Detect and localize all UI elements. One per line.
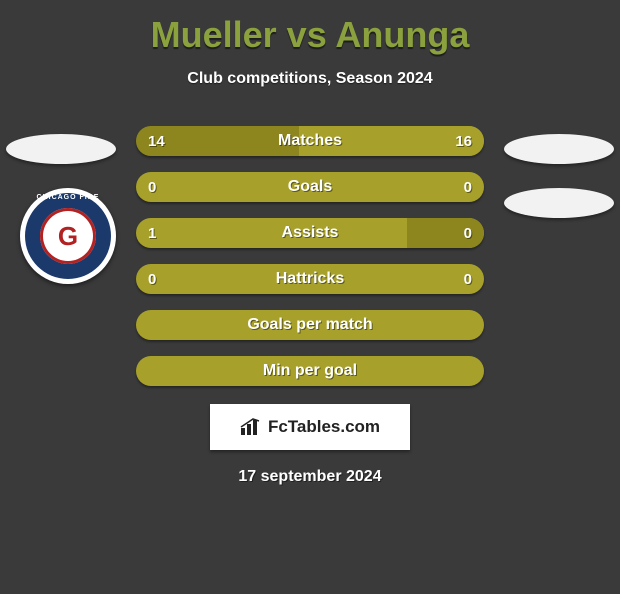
stat-label: Assists: [136, 218, 484, 248]
stat-value-left: 1: [148, 218, 156, 248]
subtitle: Club competitions, Season 2024: [0, 70, 620, 88]
player2-placeholder-icon: [504, 134, 614, 164]
player2-name: Anunga: [335, 14, 469, 55]
stat-label: Goals: [136, 172, 484, 202]
stat-value-right: 16: [455, 126, 472, 156]
stat-bar: Goals0 0: [136, 172, 484, 202]
stat-value-right: 0: [464, 218, 472, 248]
player1-placeholder-icon: [6, 134, 116, 164]
stats-area: CHICAGO FIRE G Matches1416Goals00Assists…: [0, 126, 620, 386]
brand-text: FcTables.com: [268, 417, 380, 437]
chart-icon: [240, 418, 262, 436]
stat-bar: Goals per match: [136, 310, 484, 340]
stat-value-left: 0: [148, 172, 156, 202]
stat-label: Min per goal: [136, 356, 484, 386]
stat-label: Goals per match: [136, 310, 484, 340]
brand-box: FcTables.com: [210, 404, 410, 450]
team1-crest: CHICAGO FIRE G: [20, 188, 116, 284]
stat-value-right: 0: [464, 172, 472, 202]
page-title: Mueller vs Anunga: [0, 14, 620, 56]
crest-label: CHICAGO FIRE: [20, 194, 116, 201]
crest-letter: G: [58, 221, 78, 252]
stat-bar: Hattricks0 0: [136, 264, 484, 294]
stat-bars: Matches1416Goals00Assists10Hattricks00Go…: [136, 126, 484, 386]
date-label: 17 september 2024: [0, 468, 620, 486]
stat-bar: Min per goal: [136, 356, 484, 386]
stat-bar: Assists1 0: [136, 218, 484, 248]
stat-label: Matches: [136, 126, 484, 156]
stat-value-left: 0: [148, 264, 156, 294]
stat-value-left: 14: [148, 126, 165, 156]
team2-placeholder-icon: [504, 188, 614, 218]
stat-bar: Matches14 16: [136, 126, 484, 156]
vs-separator: vs: [287, 14, 327, 55]
player1-name: Mueller: [151, 14, 277, 55]
stat-value-right: 0: [464, 264, 472, 294]
stat-label: Hattricks: [136, 264, 484, 294]
